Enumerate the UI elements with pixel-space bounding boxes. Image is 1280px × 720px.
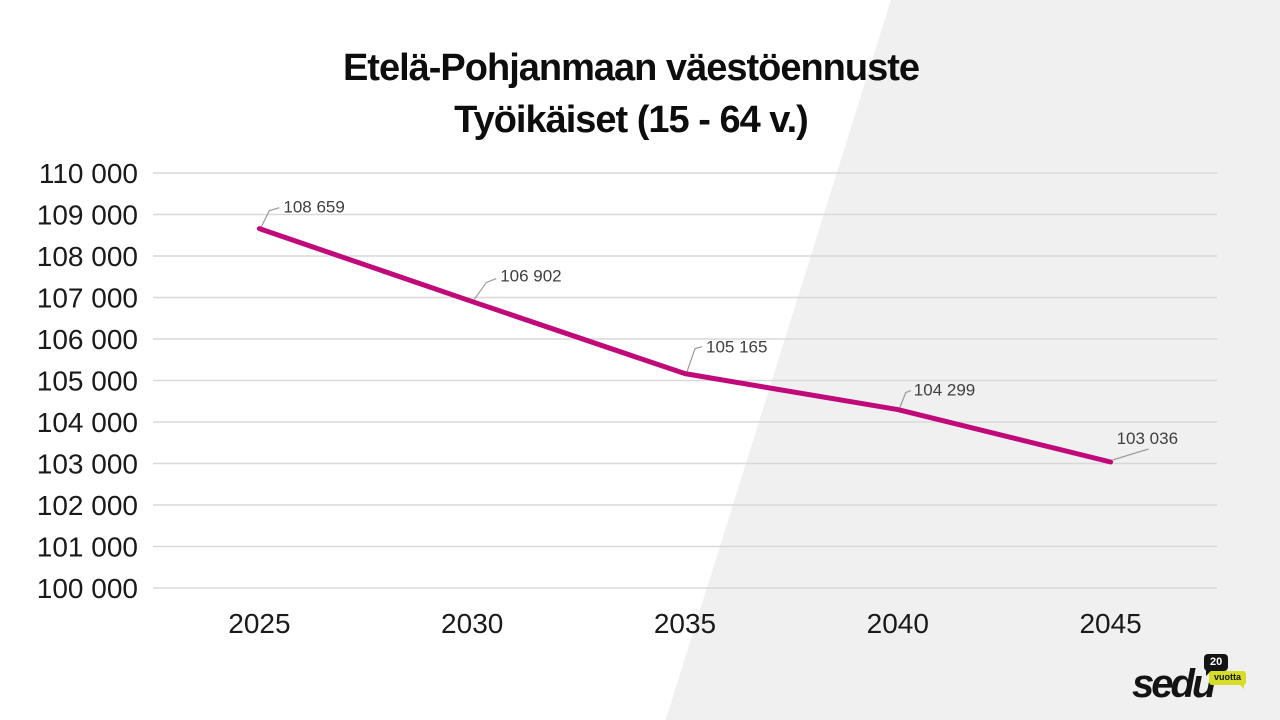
x-axis-tick-label: 2045 [1079, 608, 1141, 639]
data-label-leader-line [1112, 448, 1149, 461]
x-axis-tick-label: 2030 [441, 608, 503, 639]
y-axis-tick-label: 100 000 [37, 573, 138, 604]
y-axis-tick-label: 106 000 [37, 324, 138, 355]
data-label-leader-line [260, 207, 280, 227]
y-axis-tick-label: 109 000 [37, 200, 138, 231]
x-axis-tick-label: 2025 [228, 608, 290, 639]
data-label-leader-line [473, 278, 497, 300]
anniversary-badge-vuotta: vuotta [1209, 671, 1246, 689]
anniversary-badge-20: 20 [1204, 654, 1229, 676]
chart-title-line-2: Työikäiset (15 - 64 v.) [454, 99, 809, 141]
data-label: 104 299 [914, 381, 975, 400]
y-axis-tick-label: 110 000 [39, 158, 138, 189]
data-label: 108 659 [283, 198, 344, 217]
y-axis-tick-label: 102 000 [37, 490, 138, 521]
y-axis-tick-label: 104 000 [37, 407, 138, 438]
y-axis-tick-label: 107 000 [37, 283, 138, 314]
y-axis-tick-label: 105 000 [37, 366, 138, 397]
sedu-wordmark: sedu [1132, 662, 1216, 706]
data-label: 105 165 [706, 338, 767, 357]
y-axis-tick-label: 101 000 [37, 532, 138, 563]
sedu-logo: sedu 20 vuotta [1132, 652, 1254, 712]
data-label-leader-line [686, 346, 703, 372]
y-axis-tick-label: 103 000 [37, 449, 138, 480]
chart-title-line-1: Etelä-Pohjanmaan väestöennuste [342, 47, 920, 89]
data-label-leader-line [899, 390, 912, 408]
y-axis-tick-label: 108 000 [37, 241, 138, 272]
series-line [256, 226, 1114, 465]
data-label: 106 902 [500, 267, 561, 286]
chart-title: Etelä-Pohjanmaan väestöennuste Työikäise… [0, 42, 1262, 146]
x-axis-tick-label: 2035 [654, 608, 716, 639]
x-axis-tick-label: 2040 [867, 608, 929, 639]
data-label: 103 036 [1117, 429, 1178, 448]
